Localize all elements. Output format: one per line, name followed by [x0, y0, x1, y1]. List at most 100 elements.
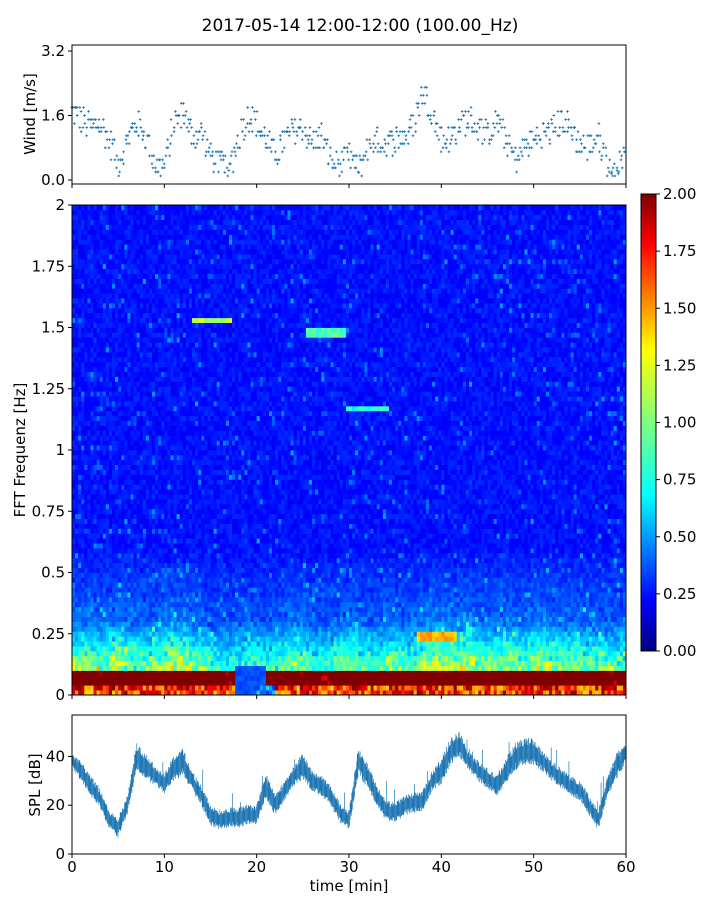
spectrogram-cell: [148, 592, 153, 598]
wind-point: [207, 150, 210, 154]
spectrogram-cell: [315, 611, 319, 617]
spectrogram-cell: [395, 606, 399, 613]
spectrogram-cell: [192, 675, 196, 681]
figure-title: 2017-05-14 12:00-12:00 (100.00_Hz): [202, 16, 519, 36]
spectrogram-cell: [545, 577, 550, 583]
spectrogram-cell: [355, 685, 359, 691]
spectrogram-cell: [192, 626, 196, 632]
spectrogram-cell: [598, 675, 602, 681]
wind-point: [566, 130, 569, 133]
spectrogram-cell: [188, 606, 193, 613]
spectrogram-cell: [278, 587, 282, 593]
spectrogram-cell: [108, 646, 113, 652]
spectrogram-cell: [213, 601, 218, 608]
spectrogram-cell: [465, 611, 470, 617]
spectrogram-cell: [450, 675, 455, 681]
spectrogram-cell: [198, 606, 202, 613]
spectrogram-cell: [232, 592, 236, 598]
wind-point: [387, 142, 390, 146]
spectrogram-cell: [87, 636, 91, 642]
spectrogram-cell: [302, 611, 307, 617]
spectrogram-cell: [465, 592, 470, 598]
spectrogram-cell: [342, 606, 347, 613]
spectrogram-cell: [201, 582, 205, 588]
spectrogram-cell: [232, 616, 236, 622]
spectrogram-cell: [87, 641, 91, 647]
spectrogram-cell: [496, 675, 501, 681]
spectrogram-cell: [305, 606, 310, 613]
wind-point: [384, 142, 387, 146]
spectrogram-cell: [373, 685, 378, 691]
spectrogram-cell: [299, 690, 304, 696]
spectrogram-cell: [148, 626, 153, 632]
spectrogram-cell: [564, 636, 568, 642]
spectrogram-cell: [509, 626, 513, 632]
spectrogram-cell: [176, 690, 181, 696]
spectrogram-cell: [228, 660, 233, 666]
spectrogram-cell: [598, 577, 602, 583]
spectrogram-cell: [413, 616, 418, 622]
spectrogram-cell: [265, 650, 270, 657]
spectrogram-cell: [105, 577, 110, 583]
wind-point: [497, 130, 500, 133]
spectrogram-cell: [170, 597, 174, 603]
spectrogram-cell: [385, 675, 390, 681]
spectrogram-cell: [604, 577, 608, 583]
spectrogram-cell: [487, 636, 491, 642]
wind-point: [390, 134, 394, 137]
spectrogram-cell: [352, 670, 356, 676]
spectrogram-cell: [198, 621, 202, 627]
spectrogram-cell: [447, 601, 451, 608]
spectrogram-cell: [364, 665, 368, 671]
spectrogram-cell: [121, 631, 125, 637]
spectrogram-cell: [453, 685, 458, 691]
spectrogram-cell: [188, 685, 193, 691]
spectrogram-cell: [93, 577, 98, 583]
spectrogram-cell: [112, 597, 116, 603]
spectrogram-cell: [561, 611, 565, 617]
spectrogram-cell: [419, 641, 424, 647]
spectrogram-cell: [579, 592, 584, 598]
spectrogram-cell: [518, 636, 522, 642]
spectrogram-cell: [592, 641, 596, 647]
spectrogram-cell: [336, 621, 341, 627]
spectrogram-cell: [275, 597, 279, 603]
spectrogram-cell: [142, 597, 147, 603]
spectrogram-cell: [493, 670, 498, 676]
spectrogram-cell: [361, 660, 365, 666]
spectrogram-cell: [308, 577, 313, 583]
spectrogram-cell: [284, 621, 288, 627]
spectrogram-cell: [339, 577, 344, 583]
spectrogram-cell: [561, 587, 565, 593]
spectrogram-cell: [364, 646, 368, 652]
spectrogram-cell: [284, 587, 288, 593]
spectrogram-cell: [462, 680, 467, 686]
spectrogram-cell: [478, 641, 482, 647]
spectrogram-cell: [398, 680, 402, 686]
spectrogram-cell: [579, 577, 584, 583]
spectrogram-cell: [382, 621, 387, 627]
spectrogram-cell: [345, 675, 350, 681]
spectrogram-cell: [272, 582, 276, 588]
spectrogram-cell: [342, 655, 347, 662]
wind-point: [162, 162, 166, 166]
spectrogram-cell: [198, 641, 202, 647]
spectrogram-cell: [275, 655, 279, 662]
spectrogram-cell: [272, 636, 276, 642]
wind-point: [182, 122, 186, 125]
spectrogram-cell: [352, 675, 356, 681]
spectrogram-cell: [469, 636, 473, 642]
spectrogram-cell: [195, 577, 199, 583]
spectrogram-cell: [275, 621, 279, 627]
spectrogram-cell: [84, 646, 88, 652]
spectrogram-cell: [573, 577, 578, 583]
spectrogram-cell: [339, 655, 344, 662]
spectrogram-cell: [235, 626, 239, 632]
spectrogram-cell: [389, 641, 393, 647]
spectrogram-cell: [216, 636, 221, 642]
wind-point: [291, 126, 295, 129]
spectrogram-cell: [358, 621, 362, 627]
spectrogram-cell: [499, 646, 504, 652]
spectrogram-cell: [210, 577, 214, 583]
spectrogram-cell: [139, 685, 144, 691]
